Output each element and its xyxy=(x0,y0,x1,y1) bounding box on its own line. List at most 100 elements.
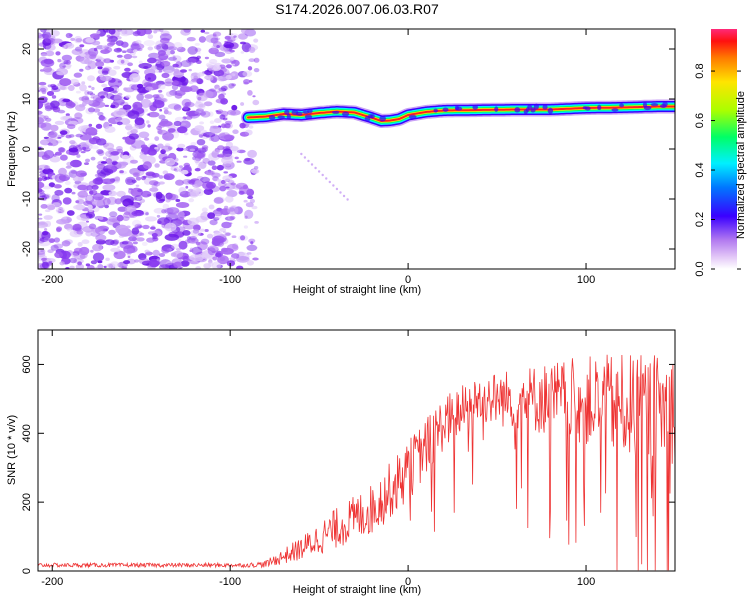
noise-speck xyxy=(123,245,136,254)
noise-speck xyxy=(209,70,215,74)
noise-speck xyxy=(64,180,71,186)
noise-speck xyxy=(205,34,219,43)
noise-speck xyxy=(134,30,141,35)
noise-speck xyxy=(167,111,172,115)
noise-speck xyxy=(113,250,126,260)
noise-speck xyxy=(215,110,219,112)
noise-speck xyxy=(100,168,114,175)
noise-speck xyxy=(148,258,160,268)
noise-speck xyxy=(38,122,47,128)
noise-speck xyxy=(52,153,57,157)
noise-speck xyxy=(102,156,108,160)
noise-speck xyxy=(206,181,216,189)
noise-speck xyxy=(87,91,94,95)
y-tick-label: 20 xyxy=(21,43,33,55)
noise-speck xyxy=(122,266,127,269)
noise-speck xyxy=(235,182,248,190)
noise-speck xyxy=(60,116,69,121)
noise-speck xyxy=(65,60,71,65)
noise-speck xyxy=(140,144,148,149)
noise-speck xyxy=(173,104,182,111)
noise-speck xyxy=(145,216,157,222)
noise-speck xyxy=(159,29,164,32)
noise-speck xyxy=(136,237,145,242)
noise-speck xyxy=(82,146,87,150)
noise-speck xyxy=(102,197,111,206)
ridge-blob xyxy=(291,110,299,115)
noise-speck xyxy=(204,229,209,232)
noise-speck xyxy=(158,181,165,185)
noise-speck xyxy=(185,115,193,120)
noise-speck xyxy=(97,57,101,61)
noise-streak-dot xyxy=(346,198,349,201)
noise-speck xyxy=(225,186,230,189)
noise-speck xyxy=(222,231,227,234)
noise-speck xyxy=(142,161,152,170)
noise-speck xyxy=(218,153,229,158)
noise-speck xyxy=(147,46,154,51)
noise-speck xyxy=(75,90,81,94)
noise-speck xyxy=(239,131,250,137)
noise-speck xyxy=(190,247,194,250)
noise-speck xyxy=(71,191,76,195)
noise-speck xyxy=(213,69,225,77)
noise-speck xyxy=(139,198,146,203)
y-tick-label: 0 xyxy=(21,146,33,152)
noise-speck xyxy=(194,47,202,52)
noise-streak-dot xyxy=(310,163,314,166)
noise-speck xyxy=(108,29,116,35)
noise-speck xyxy=(194,157,200,164)
noise-speck xyxy=(208,152,220,161)
noise-speck xyxy=(167,128,176,133)
noise-speck xyxy=(87,204,93,210)
noise-speck xyxy=(213,65,221,71)
noise-speck xyxy=(118,234,125,238)
noise-speck xyxy=(248,125,254,129)
noise-speck xyxy=(203,131,216,138)
noise-speck xyxy=(95,61,105,68)
noise-speck xyxy=(123,260,131,265)
noise-speck xyxy=(127,255,131,259)
noise-speck xyxy=(246,244,258,251)
noise-speck xyxy=(43,215,53,220)
noise-speck xyxy=(83,51,97,59)
noise-speck xyxy=(243,158,255,165)
noise-speck xyxy=(158,120,173,127)
noise-speck xyxy=(230,182,236,186)
noise-speck xyxy=(156,214,161,218)
noise-speck xyxy=(48,182,56,188)
noise-speck xyxy=(168,56,177,61)
noise-speck xyxy=(104,126,116,133)
noise-speck xyxy=(219,228,227,232)
noise-speck xyxy=(218,93,225,100)
noise-speck xyxy=(172,55,182,63)
noise-speck xyxy=(194,125,205,132)
noise-speck xyxy=(177,238,182,242)
snr-y-label: SNR (10 * v/v) xyxy=(6,415,18,485)
colorbar-tick-label: 0.6 xyxy=(694,113,706,128)
noise-speck xyxy=(142,224,150,230)
y-tick-label: -10 xyxy=(21,191,33,207)
noise-speck xyxy=(114,161,127,169)
noise-speck xyxy=(52,38,63,44)
snr-y-ticks: 0 200 400 600 xyxy=(21,355,675,574)
noise-speck xyxy=(147,77,151,80)
noise-speck xyxy=(160,149,166,155)
noise-speck xyxy=(156,125,163,131)
noise-speck xyxy=(230,57,235,61)
noise-speck xyxy=(249,29,254,32)
noise-speck xyxy=(103,265,107,269)
noise-speck xyxy=(200,29,206,33)
noise-speck xyxy=(123,73,131,77)
noise-speck xyxy=(190,78,201,83)
noise-speck xyxy=(223,249,228,252)
noise-speck xyxy=(91,200,106,206)
ridge-blob xyxy=(277,115,285,119)
noise-speck xyxy=(92,243,103,252)
noise-speck xyxy=(39,170,46,174)
noise-streak-dot xyxy=(321,173,324,177)
noise-speck xyxy=(131,179,137,184)
ridge-blob xyxy=(619,103,625,108)
noise-speck xyxy=(178,187,187,195)
ridge-blob xyxy=(433,108,438,113)
